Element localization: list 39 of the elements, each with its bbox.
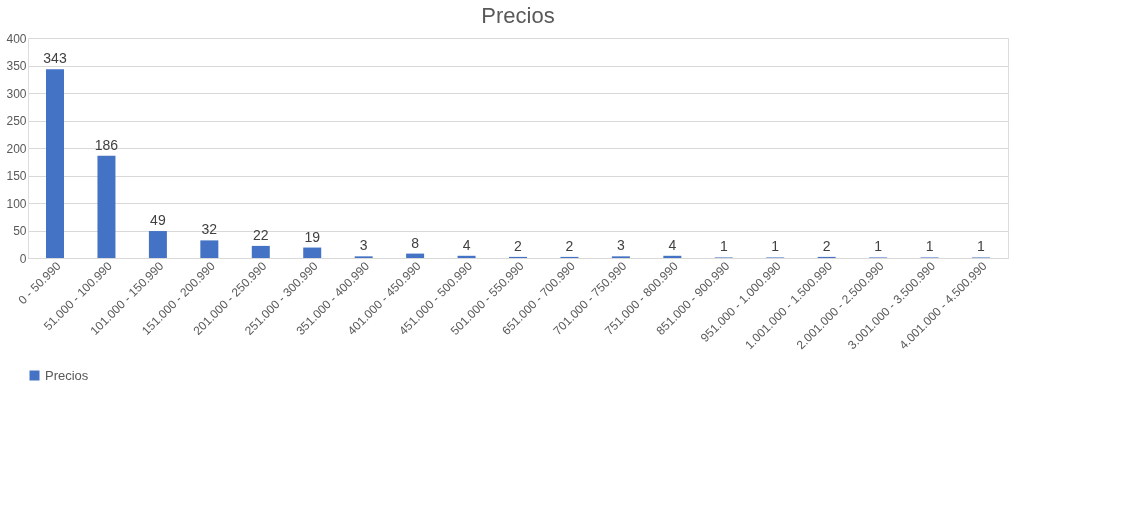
data-label: 19 xyxy=(304,228,321,245)
bar xyxy=(148,231,167,258)
data-label: 49 xyxy=(150,212,166,229)
bar xyxy=(97,155,116,258)
data-label: 186 xyxy=(94,136,119,153)
y-tick-label: 50 xyxy=(13,224,27,238)
y-tick-label: 400 xyxy=(6,31,27,46)
y-tick-label: 0 xyxy=(19,251,27,266)
bar xyxy=(303,247,322,258)
data-label: 4 xyxy=(668,236,677,253)
data-label: 3 xyxy=(616,237,625,254)
legend-label: Precios xyxy=(45,367,89,383)
data-label: 343 xyxy=(43,50,67,67)
bar xyxy=(251,245,270,258)
bar xyxy=(200,240,219,258)
data-label: 3 xyxy=(359,237,368,254)
data-label: 1 xyxy=(977,238,986,255)
data-label: 32 xyxy=(201,221,218,238)
data-label: 2 xyxy=(565,237,574,254)
y-tick-label: 200 xyxy=(6,141,27,156)
bar xyxy=(457,255,476,258)
chart-title: Precios xyxy=(481,3,555,28)
data-label: 4 xyxy=(462,236,471,253)
bar xyxy=(46,69,65,258)
data-label: 1 xyxy=(719,238,728,255)
bar xyxy=(406,253,425,258)
data-label: 22 xyxy=(252,226,269,243)
data-label: 2 xyxy=(822,237,831,254)
y-tick-label: 150 xyxy=(6,169,27,183)
data-label: 8 xyxy=(411,234,420,251)
data-label: 1 xyxy=(925,238,934,255)
y-tick-label: 350 xyxy=(6,59,27,73)
data-label: 2 xyxy=(514,237,523,254)
y-tick-label: 250 xyxy=(6,114,27,128)
bar xyxy=(663,255,682,258)
data-label: 1 xyxy=(874,238,883,255)
y-tick-label: 300 xyxy=(6,86,27,101)
data-label: 1 xyxy=(771,238,780,255)
y-tick-label: 100 xyxy=(6,196,27,211)
